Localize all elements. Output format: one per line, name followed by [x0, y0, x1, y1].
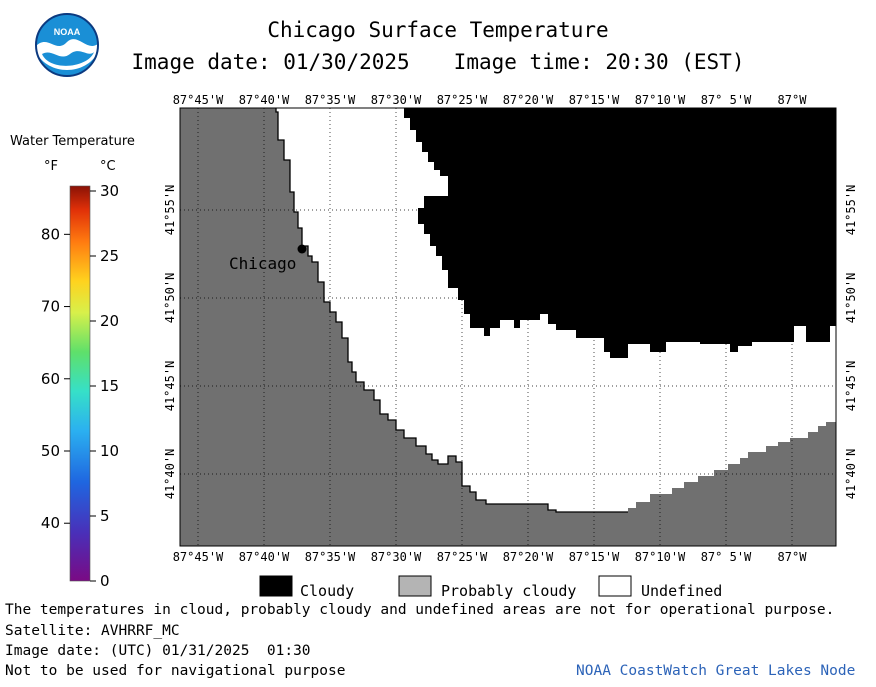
- city-marker-icon: [297, 244, 307, 254]
- lon-label-top: 87°15'W: [569, 93, 620, 107]
- logo-text: NOAA: [54, 27, 81, 37]
- lon-label-bottom: 87°35'W: [305, 550, 356, 564]
- scale-tick-c: 15: [100, 377, 119, 395]
- map-panel: [179, 107, 837, 547]
- lat-label-right: 41°50'N: [844, 273, 858, 324]
- scale-tick-c: 10: [100, 442, 119, 460]
- land-area: [180, 108, 836, 546]
- scale-tick-c: 20: [100, 312, 119, 330]
- lon-label-bottom: 87°15'W: [569, 550, 620, 564]
- image-datetime: Image date: 01/30/2025 Image time: 20:30 …: [0, 50, 876, 74]
- satellite-text: Satellite: AVHRRF_MC: [5, 623, 180, 639]
- image-time: Image time: 20:30 (EST): [453, 50, 745, 74]
- scale-unit-f: °F: [44, 159, 58, 174]
- lat-label-left: 41°45'N: [163, 361, 177, 412]
- noaa-logo-icon: NOAA: [35, 13, 99, 77]
- lon-label-bottom: 87°30'W: [371, 550, 422, 564]
- legend-label-undefined: Undefined: [641, 582, 723, 600]
- longitude-labels-top: 87°45'W 87°40'W 87°35'W 87°30'W 87°25'W 87°20…: [173, 93, 808, 107]
- coastline: [275, 108, 628, 513]
- lon-label-top: 87°10'W: [635, 93, 686, 107]
- lon-label-top: 87°25'W: [437, 93, 488, 107]
- lon-label-bottom: 87°20'W: [503, 550, 554, 564]
- lat-label-right: 41°55'N: [844, 185, 858, 236]
- lon-label-top: 87°W: [778, 93, 808, 107]
- lon-label-bottom: 87°10'W: [635, 550, 686, 564]
- scale-title: Water Temperature: [10, 134, 135, 149]
- lon-label-bottom: 87°25'W: [437, 550, 488, 564]
- legend-label-cloudy: Cloudy: [300, 582, 355, 600]
- lon-label-bottom: 87°W: [778, 550, 808, 564]
- lat-label-right: 41°45'N: [844, 361, 858, 412]
- lon-label-bottom: 87°40'W: [239, 550, 290, 564]
- lat-label-left: 41°50'N: [163, 273, 177, 324]
- lat-label-left: 41°55'N: [163, 185, 177, 236]
- utc-date-text: Image date: (UTC) 01/31/2025 01:30: [5, 643, 311, 659]
- scale-tick-f: 50: [41, 442, 60, 460]
- page-title: Chicago Surface Temperature: [267, 18, 609, 42]
- lon-label-bottom: 87°45'W: [173, 550, 224, 564]
- latitude-labels-right: 41°55'N 41°50'N 41°45'N 41°40'N: [844, 185, 858, 500]
- legend-swatch-undefined: [598, 575, 632, 597]
- cloudy-area: [404, 108, 836, 358]
- map-border: [179, 107, 837, 547]
- credit-link[interactable]: NOAA CoastWatch Great Lakes Node: [576, 663, 856, 679]
- scale-tick-f: 70: [41, 298, 60, 316]
- scale-tick-c: 0: [100, 572, 110, 590]
- longitude-labels-bottom: 87°45'W 87°40'W 87°35'W 87°30'W 87°25'W 87°20…: [173, 550, 808, 564]
- disclaimer-text: The temperatures in cloud, probably clou…: [5, 602, 835, 618]
- lon-label-top: 87°45'W: [173, 93, 224, 107]
- lon-label-top: 87°20'W: [503, 93, 554, 107]
- latitude-labels-left: 41°55'N 41°50'N 41°45'N 41°40'N: [163, 185, 177, 500]
- temperature-color-bar: [69, 185, 91, 582]
- scale-tick-c: 25: [100, 247, 119, 265]
- scale-unit-c: °C: [100, 159, 116, 174]
- lat-label-right: 41°40'N: [844, 449, 858, 500]
- legend-label-probably-cloudy: Probably cloudy: [441, 582, 577, 600]
- graticule: [180, 108, 836, 546]
- lon-label-top: 87°30'W: [371, 93, 422, 107]
- scale-tick-f: 40: [41, 514, 60, 532]
- lon-label-top: 87°40'W: [239, 93, 290, 107]
- lat-label-left: 41°40'N: [163, 449, 177, 500]
- navigation-warning: Not to be used for navigational purpose: [5, 663, 346, 679]
- scale-tick-c: 5: [100, 507, 110, 525]
- lon-label-top: 87°35'W: [305, 93, 356, 107]
- lon-label-top: 87° 5'W: [701, 93, 752, 107]
- legend-swatch-probably-cloudy: [398, 575, 432, 597]
- scale-tick-f: 80: [41, 225, 60, 243]
- legend-swatch-cloudy: [259, 575, 293, 597]
- image-date: Image date: 01/30/2025: [131, 50, 410, 74]
- scale-tick-f: 60: [41, 370, 60, 388]
- city-label: Chicago: [229, 254, 296, 273]
- scale-tick-c: 30: [100, 182, 119, 200]
- lon-label-bottom: 87° 5'W: [701, 550, 752, 564]
